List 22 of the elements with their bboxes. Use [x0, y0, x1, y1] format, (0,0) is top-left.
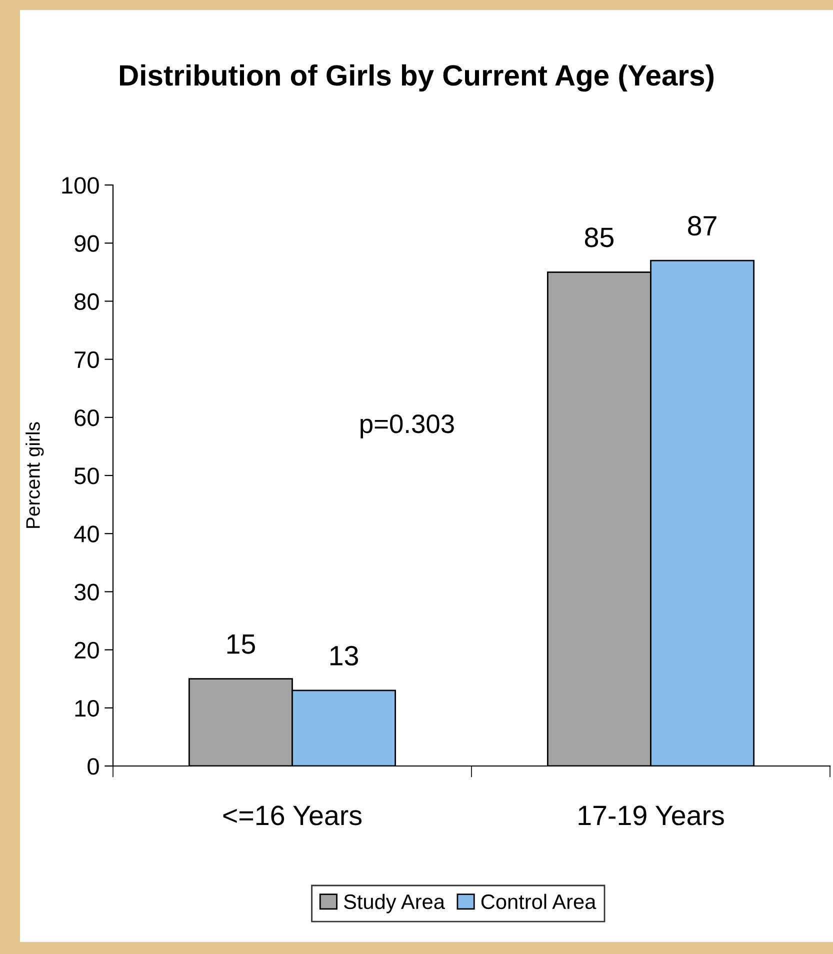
y-tick-label: 0 [88, 758, 99, 775]
chart-title: Distribution of Girls by Current Age (Years) [120, 64, 714, 92]
legend-label: Study Area [344, 894, 445, 914]
y-tick-label: 70 [74, 351, 99, 368]
data-label: 87 [688, 216, 716, 236]
data-label: 13 [330, 646, 358, 666]
y-tick-label: 40 [74, 526, 99, 542]
y-axis-title: Percent girls [26, 422, 44, 528]
y-tick-label: 100 [62, 177, 99, 194]
data-label: 85 [584, 228, 614, 248]
x-tick-label: <=16 Years [223, 806, 362, 826]
legend-label: Control Area [481, 894, 596, 910]
y-tick-label: 80 [74, 293, 99, 310]
x-tick-label: 17-19 Years [578, 806, 724, 826]
data-label: 15 [227, 634, 255, 654]
y-tick-label: 10 [75, 700, 99, 717]
y-tick-label: 90 [74, 235, 99, 252]
y-tick-label: 60 [74, 409, 99, 426]
y-tick-label: 30 [74, 584, 99, 600]
y-tick-label: 50 [74, 468, 99, 484]
y-tick-label: 20 [74, 642, 99, 659]
annotation: p=0.303 [360, 414, 454, 438]
